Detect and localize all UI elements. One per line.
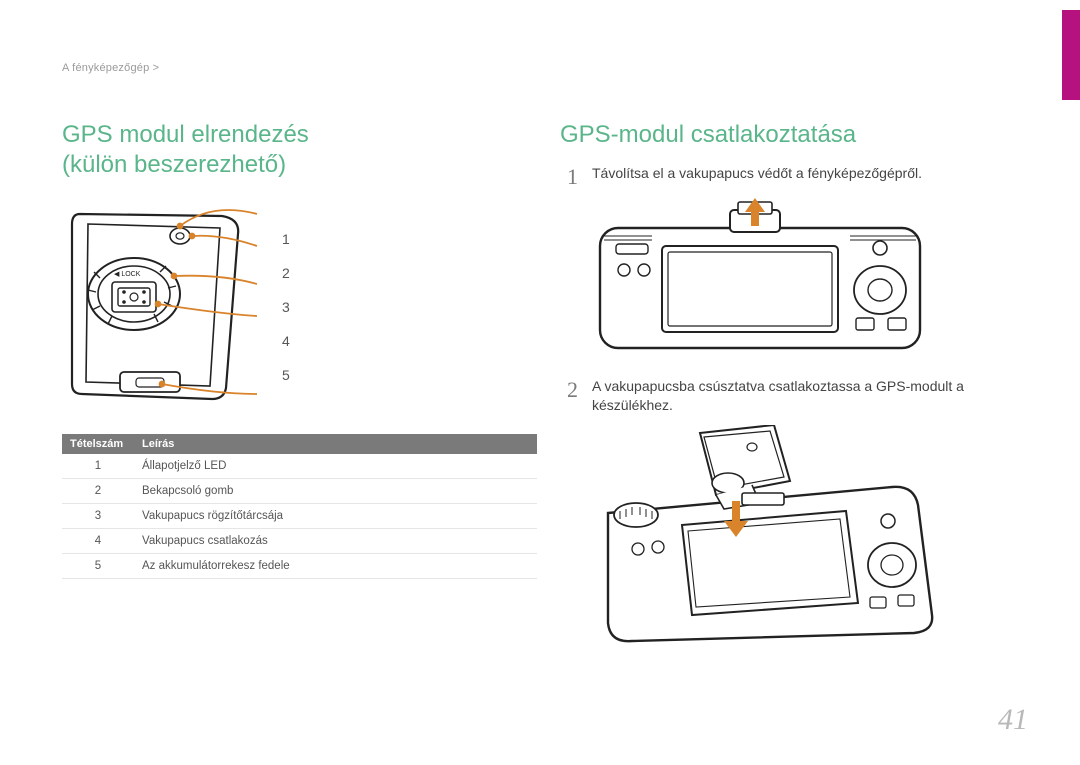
- callout-2: 2: [282, 265, 290, 281]
- gps-module-drawing: ◀ LOCK: [62, 194, 262, 414]
- title-line1: GPS modul elrendezés: [62, 121, 309, 148]
- camera-figure-remove-cover: [592, 198, 932, 363]
- section-title-layout: GPS modul elrendezés (külön beszerezhető…: [62, 120, 537, 180]
- callout-numbers: 1 2 3 4 5: [282, 225, 290, 383]
- callout-3: 3: [282, 299, 290, 315]
- callout-1: 1: [282, 231, 290, 247]
- right-column: GPS-modul csatlakoztatása 1 Távolítsa el…: [560, 120, 1020, 664]
- svg-text:◀ LOCK: ◀ LOCK: [114, 271, 141, 278]
- breadcrumb: A fényképezőgép >: [62, 62, 159, 74]
- section-tab: [1062, 10, 1080, 100]
- step-2: 2 A vakupapucsba csúsztatva csatlakoztas…: [560, 377, 1020, 415]
- callout-5: 5: [282, 367, 290, 383]
- step-1: 1 Távolítsa el a vakupapucs védőt a fény…: [560, 164, 1020, 188]
- table-row: 3Vakupapucs rögzítőtárcsája: [62, 504, 537, 529]
- camera-figure-attach-gps: [592, 425, 952, 650]
- parts-table: Tételszám Leírás 1Állapotjelző LED 2Beka…: [62, 434, 537, 579]
- col-header-desc: Leírás: [134, 434, 537, 454]
- step-number: 2: [560, 377, 578, 415]
- table-row: 2Bekapcsoló gomb: [62, 479, 537, 504]
- table-row: 1Állapotjelző LED: [62, 454, 537, 479]
- step-text: Távolítsa el a vakupapucs védőt a fényké…: [592, 164, 922, 188]
- callout-4: 4: [282, 333, 290, 349]
- gps-module-figure: ◀ LOCK: [62, 194, 537, 414]
- table-row: 4Vakupapucs csatlakozás: [62, 529, 537, 554]
- title-line2: (külön beszerezhető): [62, 151, 286, 178]
- page-number: 41: [998, 703, 1028, 737]
- table-row: 5Az akkumulátorrekesz fedele: [62, 554, 537, 579]
- col-header-number: Tételszám: [62, 434, 134, 454]
- step-number: 1: [560, 164, 578, 188]
- step-text: A vakupapucsba csúsztatva csatlakoztassa…: [592, 377, 1020, 415]
- left-column: GPS modul elrendezés (külön beszerezhető…: [62, 120, 537, 579]
- section-title-attach: GPS-modul csatlakoztatása: [560, 120, 1020, 150]
